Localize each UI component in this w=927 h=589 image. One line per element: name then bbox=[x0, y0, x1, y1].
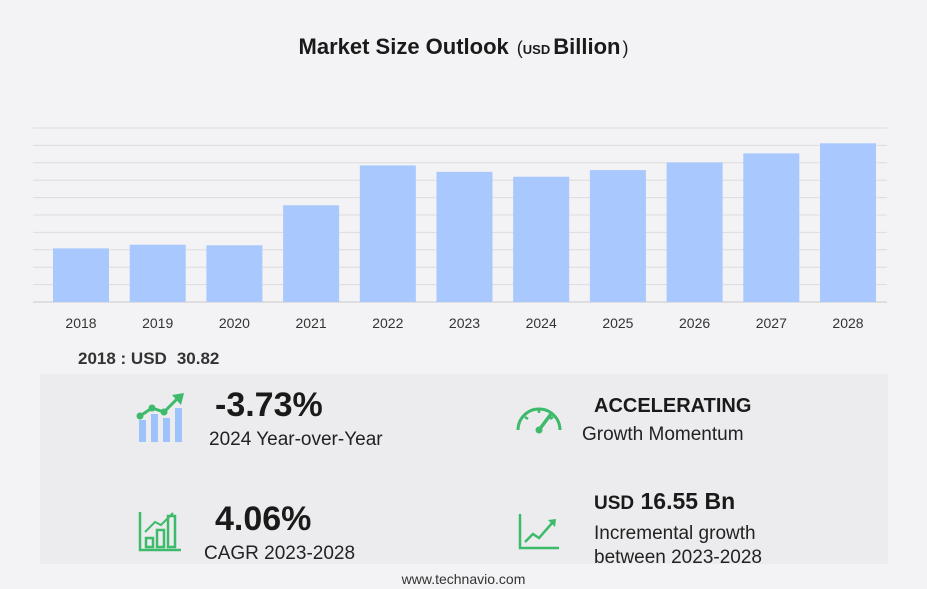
cagr-label: CAGR 2023-2028 bbox=[204, 543, 356, 564]
speedometer-icon bbox=[516, 407, 562, 434]
bar-chart-icon bbox=[138, 512, 181, 552]
x-tick-label: 2024 bbox=[526, 315, 557, 331]
base-year-stat: 2018 : USD 30.82 bbox=[78, 349, 219, 369]
yoy-value: -3.73% bbox=[215, 386, 323, 424]
x-tick-label: 2023 bbox=[449, 315, 480, 331]
bar-2021 bbox=[283, 205, 340, 302]
source-link[interactable]: www.technavio.com bbox=[401, 571, 526, 587]
bar-2022 bbox=[359, 165, 416, 302]
momentum-value: ACCELERATING bbox=[594, 395, 752, 417]
momentum-label: Growth Momentum bbox=[582, 424, 744, 445]
incremental-label-line2: between 2023-2028 bbox=[594, 547, 762, 568]
x-tick-label: 2025 bbox=[602, 315, 633, 331]
bar-2025 bbox=[589, 170, 646, 302]
base-year-value: 30.82 bbox=[176, 349, 220, 368]
bar-2024 bbox=[513, 176, 570, 302]
unit-open-paren: ( bbox=[516, 38, 523, 58]
x-tick-label: 2018 bbox=[65, 315, 96, 331]
line-chart-icon bbox=[518, 514, 559, 550]
bar-2020 bbox=[206, 245, 263, 302]
incremental-amount: 16.55 Bn bbox=[640, 488, 736, 514]
unit-code: USD bbox=[522, 42, 551, 57]
bar-2026 bbox=[666, 162, 723, 302]
incremental-label-line1: Incremental growth bbox=[594, 523, 756, 544]
incremental-unit: USD bbox=[594, 493, 635, 514]
x-tick-label: 2026 bbox=[679, 315, 710, 331]
bar-2027 bbox=[743, 153, 800, 302]
bar-chart: 2018 2019 2020 2021 2022 2023 2024 2025 2026 2027… bbox=[33, 127, 887, 331]
x-tick-label: 2028 bbox=[832, 315, 863, 331]
x-tick-label: 2022 bbox=[372, 315, 403, 331]
chart-title-text: Market Size Outlook bbox=[298, 34, 509, 59]
cagr-value: 4.06% bbox=[215, 500, 312, 538]
unit-close-paren: ) bbox=[622, 38, 629, 58]
base-year-label: 2018 : USD bbox=[78, 349, 167, 368]
x-tick-label: 2019 bbox=[142, 315, 173, 331]
x-tick-label: 2021 bbox=[296, 315, 327, 331]
unit-word: Billion bbox=[553, 34, 621, 59]
growth-bars-icon bbox=[136, 393, 184, 442]
bar-2028 bbox=[820, 143, 876, 302]
chart-title: Market Size Outlook (USD Billion) bbox=[0, 34, 927, 60]
incremental-value: USD 16.55 Bn bbox=[594, 488, 735, 515]
x-tick-label: 2027 bbox=[756, 315, 787, 331]
yoy-label: 2024 Year-over-Year bbox=[209, 429, 383, 450]
bar-2018 bbox=[53, 248, 109, 302]
bar-2023 bbox=[436, 171, 493, 302]
x-tick-label: 2020 bbox=[219, 315, 250, 331]
kpi-panel bbox=[40, 374, 888, 564]
bar-2019 bbox=[129, 244, 186, 302]
